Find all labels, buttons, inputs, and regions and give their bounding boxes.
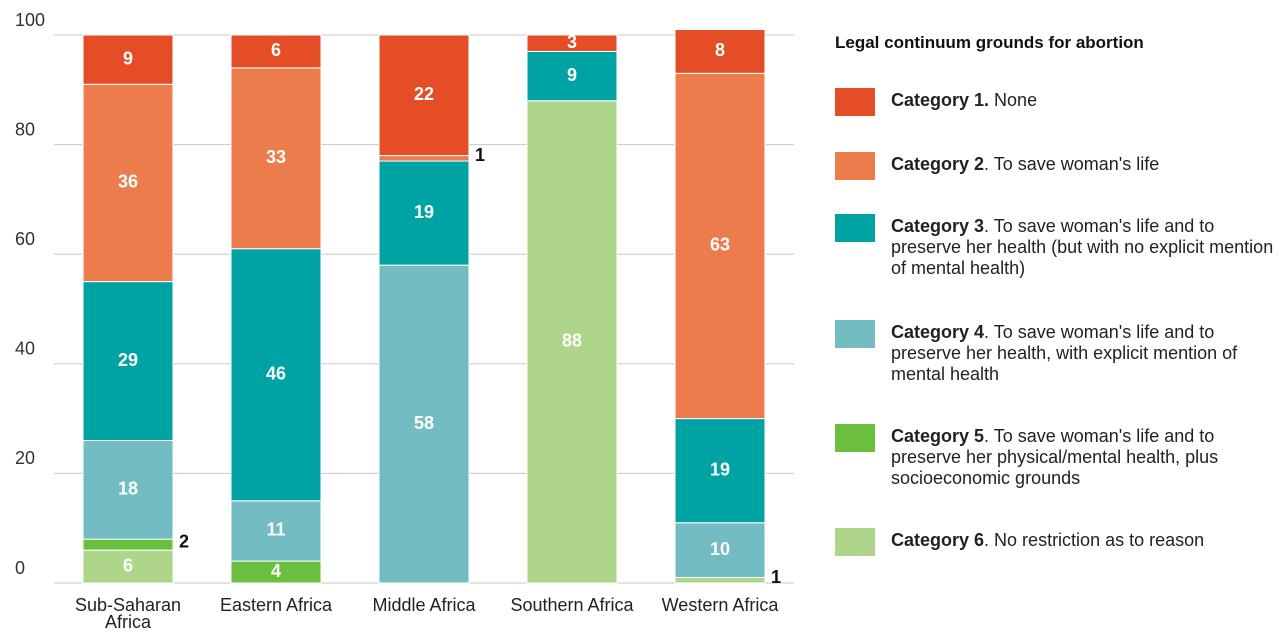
bar-segment <box>82 549 174 584</box>
legend-swatch <box>835 88 875 116</box>
legend-label: Category 6. No restriction as to reason <box>891 530 1276 551</box>
data-label: 63 <box>710 235 730 255</box>
data-label: 19 <box>414 202 434 222</box>
data-label: 11 <box>266 520 285 540</box>
bar-segment <box>82 440 174 540</box>
legend-label: Category 5. To save woman's life and to … <box>891 426 1276 489</box>
bar-segment <box>526 50 618 102</box>
data-label: 36 <box>118 172 138 192</box>
legend-description: . To save woman's life <box>984 154 1160 174</box>
legend-name: Category 2 <box>891 154 985 174</box>
legend-swatch <box>835 320 875 348</box>
bar-segment <box>82 34 174 85</box>
data-label: 4 <box>271 561 281 581</box>
x-tick-label: Southern Africa <box>510 595 634 615</box>
legend-description: . To save woman's life and to preserve h… <box>891 322 1238 384</box>
bar-segment <box>526 34 618 52</box>
data-label: 9 <box>567 65 577 85</box>
legend-label: Category 3. To save woman's life and to … <box>891 216 1276 279</box>
bar-segment <box>378 155 470 162</box>
data-label: 8 <box>715 40 725 60</box>
y-tick-label: 40 <box>15 339 35 359</box>
bar-segment <box>82 538 174 551</box>
legend-description: None <box>989 90 1038 110</box>
data-label: 18 <box>118 479 138 499</box>
legend-description: . To save woman's life and to preserve h… <box>891 426 1219 488</box>
legend-name: Category 6 <box>891 530 985 550</box>
data-label: 3 <box>567 32 577 52</box>
legend-swatch <box>835 424 875 452</box>
bar-segment <box>230 500 322 562</box>
bar-segment <box>378 34 470 157</box>
y-tick-label: 80 <box>15 119 35 139</box>
data-label: 1 <box>771 567 781 587</box>
legend-name: Category 4 <box>891 322 985 342</box>
chart: 0204060801006218293694114633658191228893… <box>15 10 794 587</box>
legend-swatch <box>835 214 875 242</box>
data-label: 58 <box>414 413 434 433</box>
data-label: 6 <box>271 40 281 60</box>
bar-segment <box>378 264 470 584</box>
legend-label: Category 1. None <box>891 90 1276 111</box>
y-tick-label: 20 <box>15 448 35 468</box>
x-tick-label: Western Africa <box>661 595 779 615</box>
data-label: 1 <box>475 145 485 165</box>
legend-swatch <box>835 528 875 556</box>
legend-description: . To save woman's life and to preserve h… <box>891 216 1274 278</box>
legend-label: Category 4. To save woman's life and to … <box>891 322 1276 385</box>
y-tick-label: 100 <box>15 10 45 30</box>
data-label: 33 <box>266 147 286 167</box>
data-label: 22 <box>414 84 434 104</box>
x-tick-label: Sub-Saharan Africa <box>74 595 182 632</box>
data-label: 2 <box>179 531 189 551</box>
legend-name: Category 1. <box>891 90 990 110</box>
bar-segment <box>82 281 174 442</box>
legend-name: Category 3 <box>891 216 985 236</box>
legend-title: Legal continuum grounds for abortion <box>835 33 1144 52</box>
bar-segment <box>230 34 322 69</box>
bar-segment <box>674 72 766 420</box>
bar-segment <box>674 29 766 74</box>
legend-swatch <box>835 152 875 180</box>
y-tick-label: 60 <box>15 229 35 249</box>
legend-label: Category 2. To save woman's life <box>891 154 1276 175</box>
data-label: 6 <box>123 555 133 575</box>
data-label: 9 <box>123 48 133 68</box>
data-label: 19 <box>710 459 730 479</box>
y-tick-label: 0 <box>15 558 25 578</box>
bar-segment <box>674 522 766 579</box>
legend-description: . No restriction as to reason <box>984 530 1205 550</box>
data-label: 88 <box>562 331 582 351</box>
bar-segment <box>674 418 766 524</box>
legend-name: Category 5 <box>891 426 985 446</box>
bar-segment <box>674 577 766 584</box>
data-label: 10 <box>710 539 730 559</box>
bar-segment <box>526 100 618 584</box>
x-tick-label: Eastern Africa <box>219 595 333 615</box>
bar-segment <box>230 67 322 250</box>
data-label: 46 <box>266 364 286 384</box>
data-label: 29 <box>118 350 138 370</box>
x-tick-label: Middle Africa <box>372 595 476 615</box>
